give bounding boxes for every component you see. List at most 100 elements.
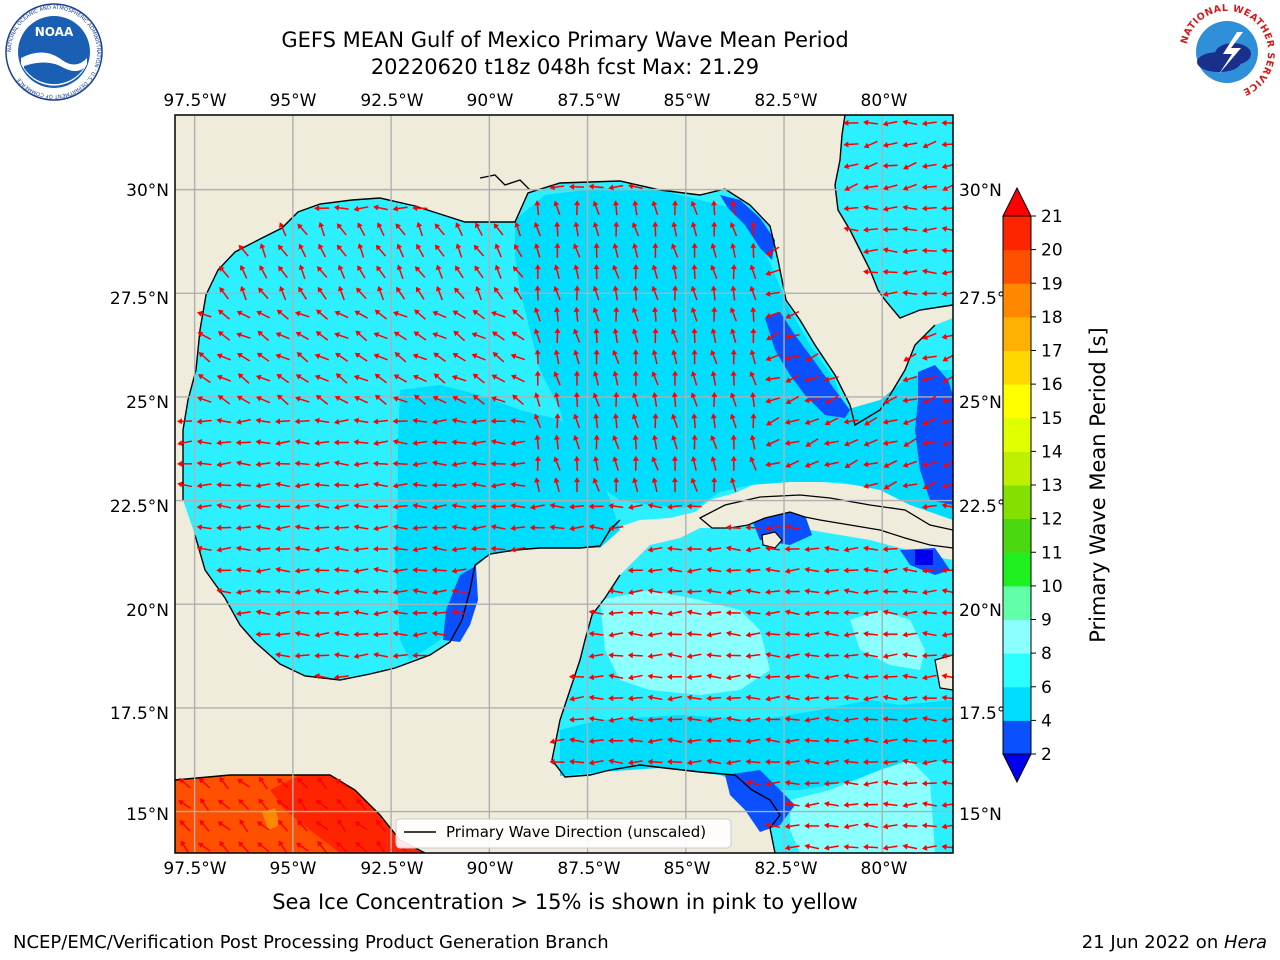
wave-vector: [197, 374, 211, 384]
wave-vector: [843, 758, 859, 765]
wave-vector: [314, 502, 330, 509]
lon-label-top: 97.5°W: [163, 91, 226, 111]
lon-label-bottom: 97.5°W: [163, 859, 226, 879]
wave-vector: [863, 695, 879, 702]
wave-vector: [255, 567, 271, 574]
wave-vector: [710, 264, 718, 279]
wave-vector: [396, 286, 406, 300]
wave-vector: [574, 285, 581, 301]
wave-vector: [275, 546, 291, 553]
wave-vector: [259, 265, 268, 279]
wave-vector: [395, 223, 406, 236]
wave-vector: [710, 243, 717, 258]
wave-vector: [373, 440, 389, 447]
wave-vector: [843, 673, 859, 680]
wave-vector: [730, 328, 737, 343]
wave-vector: [941, 758, 953, 765]
wave-vector: [317, 286, 327, 300]
colorbar-segment: [1003, 451, 1031, 486]
wave-vector: [671, 243, 679, 258]
wave-vector: [632, 243, 639, 258]
wave-vector: [336, 798, 348, 811]
wave-vector: [294, 460, 310, 467]
wave-vector: [627, 630, 643, 637]
wave-vector: [667, 610, 683, 617]
wave-vector: [784, 694, 800, 701]
wave-vector: [573, 328, 581, 343]
wave-vector: [553, 200, 561, 216]
wave-vector: [475, 285, 483, 301]
wave-vector: [765, 737, 781, 744]
wave-vector: [710, 370, 717, 386]
wave-vector: [431, 460, 447, 467]
wave-vector: [574, 200, 581, 216]
wave-vector: [765, 695, 781, 702]
wave-vector: [295, 842, 309, 852]
wave-vector: [392, 630, 408, 637]
wave-vector: [804, 780, 820, 787]
wave-vector: [843, 801, 859, 808]
wave-vector: [237, 353, 251, 362]
wave-vector: [396, 264, 404, 279]
lon-label-bottom: 87.5°W: [557, 859, 620, 879]
wave-vector: [374, 373, 388, 384]
wave-vector: [235, 545, 251, 552]
wave-vector: [745, 546, 761, 553]
wave-vector: [710, 435, 718, 450]
wave-vector: [632, 434, 639, 450]
wave-vector: [651, 434, 658, 450]
wave-vector: [255, 461, 271, 468]
wave-vector: [592, 392, 600, 407]
wave-vector: [690, 200, 698, 215]
lon-label-top: 85°W: [664, 91, 711, 111]
wave-vector: [612, 370, 619, 386]
wave-vector: [784, 801, 800, 808]
wave-vector: [631, 307, 639, 322]
wave-vector: [627, 759, 643, 766]
wave-vector: [710, 328, 717, 344]
wave-vector: [396, 243, 405, 258]
wave-vector: [942, 183, 953, 191]
wave-vector: [725, 715, 741, 722]
wave-vector: [805, 352, 819, 362]
wave-vector: [647, 738, 663, 745]
wave-vector: [882, 440, 898, 447]
wave-vector: [336, 244, 347, 257]
wave-vector: [823, 780, 839, 787]
wave-vector: [490, 418, 506, 425]
period-zone-2-4-honduras: [725, 770, 795, 832]
wave-vector: [259, 243, 267, 258]
wave-vector: [431, 589, 447, 596]
wave-vector: [333, 610, 349, 617]
wave-vector: [766, 331, 780, 341]
wave-vector: [588, 738, 604, 745]
wave-vector: [711, 200, 718, 216]
wave-vector: [471, 481, 487, 488]
wave-vector: [612, 264, 620, 279]
colorbar-segment: [1003, 552, 1031, 587]
wave-vector: [314, 205, 330, 212]
period-zone-under-2: [915, 550, 933, 565]
wave-vector: [921, 440, 937, 446]
wave-vector: [279, 285, 287, 301]
wave-vector: [554, 434, 561, 450]
wave-vector: [554, 413, 561, 429]
wave-vector: [315, 799, 329, 810]
wave-vector: [631, 222, 640, 237]
wave-vector: [198, 842, 211, 852]
wave-vector: [472, 394, 485, 405]
wave-vector: [276, 800, 290, 810]
wave-vector: [686, 716, 702, 722]
wave-vector: [921, 844, 937, 851]
wave-vector: [490, 482, 506, 489]
wave-vector: [627, 737, 643, 744]
wave-vector: [333, 418, 349, 425]
wave-vector: [843, 631, 859, 638]
wave-vector: [510, 525, 526, 532]
wave-vector: [706, 588, 722, 595]
wave-vector: [353, 503, 369, 509]
wave-vector: [710, 349, 718, 365]
wave-vector: [392, 567, 408, 574]
wave-vector: [534, 264, 541, 280]
colorbar-tick-label: 20: [1041, 241, 1063, 261]
